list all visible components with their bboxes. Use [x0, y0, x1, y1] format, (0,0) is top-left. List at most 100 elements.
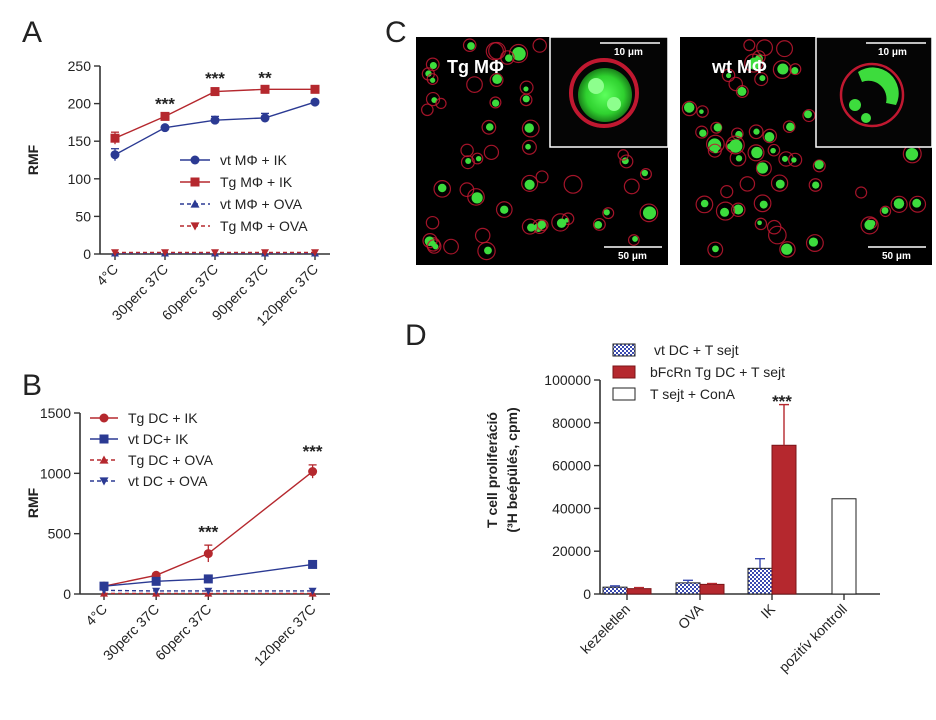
- chart-b-y-label: RMF: [25, 487, 41, 518]
- chart-a-point: [110, 150, 120, 160]
- chart-a-y-tick-label: 50: [75, 208, 91, 224]
- chart-a-point: [161, 249, 169, 257]
- chart-d-legend-label: vt DC + T sejt: [654, 342, 739, 358]
- micrograph-cell-green: [429, 61, 437, 70]
- chart-d-bar: [771, 444, 797, 595]
- chart-a-x-tick-label: 4°C: [93, 261, 121, 289]
- micrograph-cell-outline: [754, 217, 768, 231]
- inset-wt-green-crescent: [858, 67, 899, 105]
- chart-d-x-tick-label: IK: [757, 600, 778, 621]
- micrograph-cell-green: [632, 236, 638, 242]
- micrograph-cell-green: [556, 218, 567, 228]
- micrograph-cell-outline: [474, 227, 491, 244]
- micrograph-cell-outline: [725, 135, 745, 155]
- chart-b-significance: ***: [198, 522, 218, 541]
- chart-b-point: [152, 587, 161, 595]
- micrograph-cell-green: [759, 200, 768, 209]
- micrograph-cell-green: [699, 109, 704, 114]
- micrograph-cell-green: [500, 205, 509, 214]
- chart-b-series-line: [103, 589, 313, 592]
- micrograph-cell-outline: [782, 120, 796, 133]
- micrograph-cell-green: [770, 147, 776, 154]
- main-wt-scale-label: 50 μm: [882, 251, 911, 262]
- inset-wt-vesicle: [849, 99, 861, 111]
- chart-a-point: [211, 249, 219, 257]
- micrograph-cell-outline: [602, 207, 615, 220]
- micrograph-cell-outline: [808, 178, 823, 192]
- micrograph-cell-outline: [495, 201, 513, 218]
- panel-label-a: A: [22, 16, 42, 49]
- chart-d-bar: [602, 586, 628, 595]
- chart-d-y-label-line2: (³H beépülés, cpm): [504, 407, 520, 532]
- micrograph-cell-green: [485, 123, 494, 131]
- micrograph-cell-green: [764, 132, 775, 142]
- micrograph-cell-green: [786, 122, 795, 132]
- micrograph-cell-green: [475, 155, 482, 162]
- micrograph-cell-outline: [443, 238, 459, 255]
- inset-tg-vesicle: [588, 78, 604, 94]
- micrograph-cell-outline: [731, 202, 746, 218]
- micrograph-cell-outline: [755, 160, 772, 177]
- chart-b-point: [203, 574, 213, 584]
- chart-b-legend-marker: [99, 477, 109, 486]
- chart-b-x-tick-label: 120perc 37C: [251, 601, 319, 669]
- chart-d-y-label: T cell proliferáció: [484, 412, 500, 528]
- micrograph-cell-green: [759, 75, 766, 82]
- chart-a-legend-label: Tg MΦ + IK: [220, 174, 293, 190]
- chart-a-point: [210, 115, 220, 125]
- micrograph-cell-green: [523, 86, 529, 92]
- chart-panel-d: 0 20000 40000 60000 80000 100000 kezeletlen OVA…: [484, 342, 880, 675]
- inset-tg-vesicle: [607, 97, 621, 111]
- micrograph-cell-green: [467, 42, 475, 50]
- micrograph-cell-outline: [536, 219, 549, 232]
- micrograph-cell-green: [700, 199, 709, 208]
- chart-d-y-tick-label: 40000: [552, 500, 591, 516]
- micrograph-cell-outline: [720, 185, 734, 199]
- micrograph-cell-green: [804, 110, 812, 119]
- micrograph-cell-outline: [426, 73, 439, 85]
- micrograph-cell-outline: [695, 125, 709, 139]
- micrograph-cell-outline: [508, 43, 529, 64]
- micrograph-cell-outline: [489, 73, 504, 87]
- micrograph-cell-green: [753, 128, 760, 135]
- micrograph-cell-green: [492, 74, 502, 85]
- chart-d-legend-swatch: [612, 387, 636, 401]
- chart-a-legend-marker: [190, 177, 200, 187]
- micrograph-cell-outline: [776, 40, 794, 58]
- chart-b-legend-marker: [99, 434, 109, 444]
- micrograph-cell-green: [683, 102, 695, 113]
- micrograph-cell-outline: [772, 60, 792, 79]
- chart-b-legend-label: Tg DC + OVA: [128, 452, 214, 468]
- chart-a-legend-marker: [190, 222, 200, 231]
- chart-b-point: [151, 576, 161, 586]
- micrograph-cell-outline: [521, 174, 539, 192]
- micrograph-cell-outline: [460, 143, 474, 158]
- micrograph-cell-green: [893, 198, 905, 209]
- micrograph-cell-outline: [766, 219, 782, 235]
- micrograph-cell-green: [905, 147, 919, 161]
- micrograph-cell-outline: [909, 195, 927, 213]
- micrograph-cell-green: [432, 243, 439, 250]
- chart-d-x-tick-label: pozitív kontroll: [776, 601, 851, 676]
- micrograph-cell-green: [814, 160, 824, 170]
- chart-a-legend-marker: [190, 155, 200, 165]
- chart-d-legend-swatch: [612, 365, 636, 379]
- micrograph-cell-outline: [563, 174, 583, 194]
- chart-b-point: [99, 581, 109, 591]
- micrograph-cell-outline: [748, 124, 764, 140]
- chart-a-y-tick-label: 100: [68, 171, 92, 187]
- micrograph-cell-green: [642, 206, 657, 220]
- micrograph-cell-green: [465, 157, 472, 164]
- micrograph-cell-outline: [879, 205, 892, 218]
- inset-tg-cell-body: [578, 68, 632, 122]
- micrograph-cell-green: [756, 162, 769, 174]
- inset-tg-scale-label: 10 μm: [614, 47, 643, 58]
- chart-d-legend-label: bFcRn Tg DC + T sejt: [650, 364, 785, 380]
- micrograph-cell-green: [735, 155, 743, 162]
- chart-a-point: [210, 87, 220, 97]
- micrograph-cell-green: [726, 73, 732, 79]
- micrograph-cell-outline: [535, 170, 549, 184]
- micrograph-cell-green: [912, 198, 922, 208]
